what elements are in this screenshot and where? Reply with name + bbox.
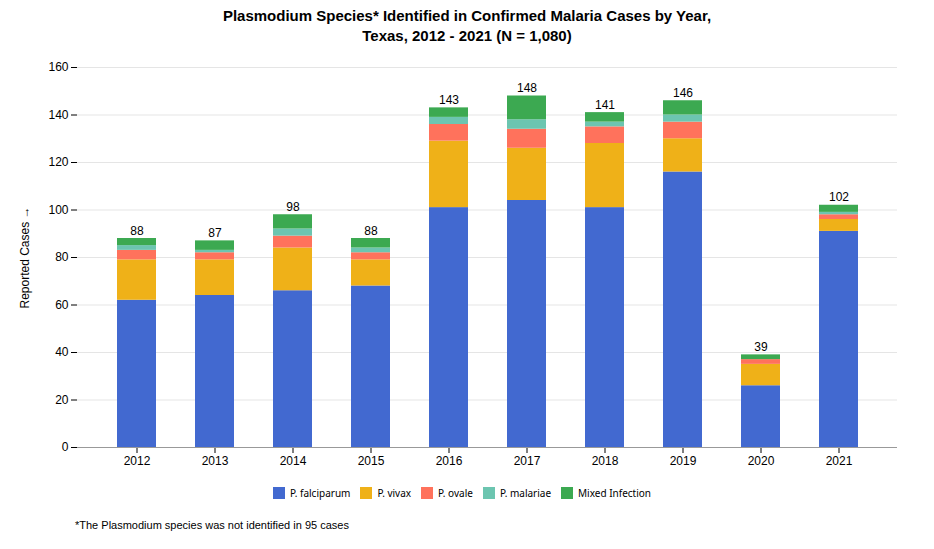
svg-text:148: 148 — [517, 81, 537, 95]
svg-text:2015: 2015 — [358, 454, 385, 468]
html-text:Plasmodium Species* Identified: Plasmodium Species* Identified in Confir… — [222, 7, 712, 45]
html-text:*The Plasmodium species was no: *The Plasmodium species was not identifi… — [75, 518, 349, 531]
svg-text:2012: 2012 — [124, 454, 151, 468]
svg-text:2016: 2016 — [436, 454, 463, 468]
html-text:P. ovale: P. ovale — [438, 486, 473, 500]
svg-text:141: 141 — [595, 97, 615, 111]
svg-text:102: 102 — [829, 190, 849, 204]
svg-text:2019: 2019 — [670, 454, 697, 468]
svg-text:2021: 2021 — [826, 454, 853, 468]
svg-text:39: 39 — [754, 339, 768, 353]
svg-text:146: 146 — [673, 85, 693, 99]
svg-text:60: 60 — [55, 297, 69, 311]
svg-text:2018: 2018 — [592, 454, 619, 468]
svg-text:2017: 2017 — [514, 454, 541, 468]
html-text:P. malariae: P. malariae — [499, 486, 551, 500]
svg-text:140: 140 — [48, 107, 68, 121]
svg-text:100: 100 — [48, 202, 68, 216]
svg-text:2013: 2013 — [202, 454, 229, 468]
svg-text:98: 98 — [286, 199, 300, 213]
svg-text:120: 120 — [48, 155, 68, 169]
svg-text:40: 40 — [55, 345, 69, 359]
svg-text:2020: 2020 — [748, 454, 775, 468]
svg-text:20: 20 — [55, 392, 69, 406]
svg-text:80: 80 — [55, 250, 69, 264]
svg-text:2014: 2014 — [280, 454, 307, 468]
html-text:P. vivax: P. vivax — [377, 486, 412, 500]
html-text:P. falciparum: P. falciparum — [290, 486, 351, 500]
svg-text:88: 88 — [130, 223, 144, 237]
svg-text:88: 88 — [364, 223, 378, 237]
svg-text:Reported Cases →: Reported Cases → — [18, 206, 32, 308]
svg-text:143: 143 — [439, 92, 459, 106]
svg-text:87: 87 — [208, 225, 222, 239]
svg-text:0: 0 — [62, 440, 69, 454]
svg-text:160: 160 — [48, 60, 68, 74]
html-text:Mixed Infection: Mixed Infection — [578, 486, 651, 500]
